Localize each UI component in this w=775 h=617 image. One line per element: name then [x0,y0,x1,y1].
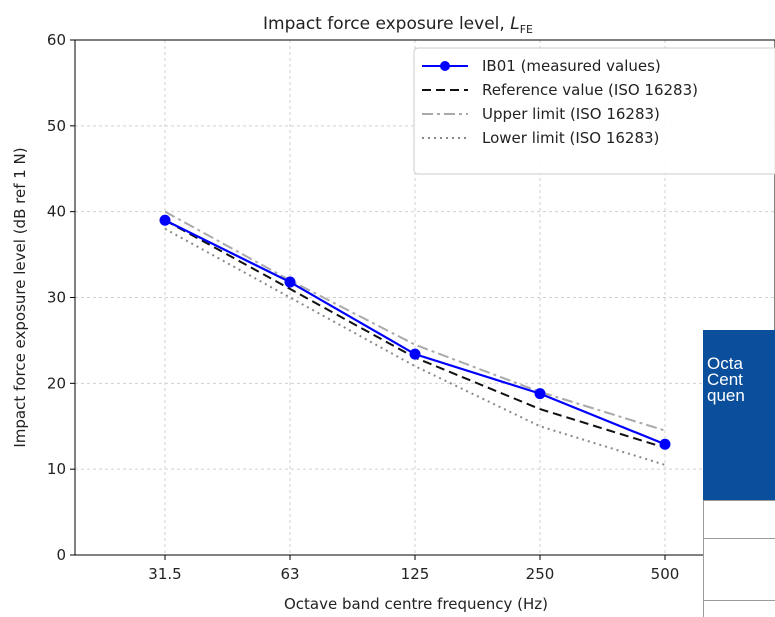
y-tick-label: 20 [47,374,66,392]
legend: IB01 (measured values) Reference value (I… [413,47,775,175]
data-point [284,276,296,288]
side-table-cell [703,500,775,539]
x-axis-label: Octave band centre frequency (Hz) [284,595,548,613]
legend-label: IB01 (measured values) [482,57,661,75]
x-tick-label: 31.5 [148,565,181,583]
x-tick-label: 500 [651,565,680,583]
legend-entry: Reference value (ISO 16283) [422,81,698,99]
legend-label: Lower limit (ISO 16283) [482,129,659,147]
legend-label: Upper limit (ISO 16283) [482,105,660,123]
series-line [164,210,666,432]
y-tick-label: 10 [47,460,66,478]
data-point [659,438,671,450]
x-axis-ticks: 31.5 63 125 250 500 [148,555,679,583]
x-tick-label: 250 [526,565,555,583]
legend-label: Reference value (ISO 16283) [482,81,698,99]
legend-marker [440,61,450,71]
data-point [534,388,546,400]
side-table-header: Octa Cent quen [703,330,775,500]
x-tick-label: 125 [401,565,430,583]
x-tick-label: 63 [280,565,299,583]
series-2 [164,210,666,432]
series-line [164,219,666,446]
y-axis-label: Impact force exposure level (dB ref 1 N) [11,147,29,447]
data-point [409,348,421,360]
y-tick-label: 60 [47,31,66,49]
y-axis-ticks: 0 10 20 30 40 50 60 [47,31,75,564]
side-table-cell [703,538,775,601]
legend-entry: Upper limit (ISO 16283) [422,105,660,123]
legend-entries: IB01 (measured values) Reference value (I… [422,57,698,147]
legend-box [413,47,775,175]
y-tick-label: 0 [56,546,66,564]
y-tick-label: 30 [47,289,66,307]
y-tick-label: 40 [47,203,66,221]
legend-entry: IB01 (measured values) [422,57,661,75]
chart-title: Impact force exposure level, LFE [263,14,533,36]
legend-entry: Lower limit (ISO 16283) [422,129,659,147]
side-table-cell [703,600,775,617]
series-0 [159,214,671,450]
series-layer [159,210,671,466]
data-point [159,214,171,226]
side-table-header-text: Octa Cent quen [707,354,745,405]
y-tick-label: 50 [47,117,66,135]
